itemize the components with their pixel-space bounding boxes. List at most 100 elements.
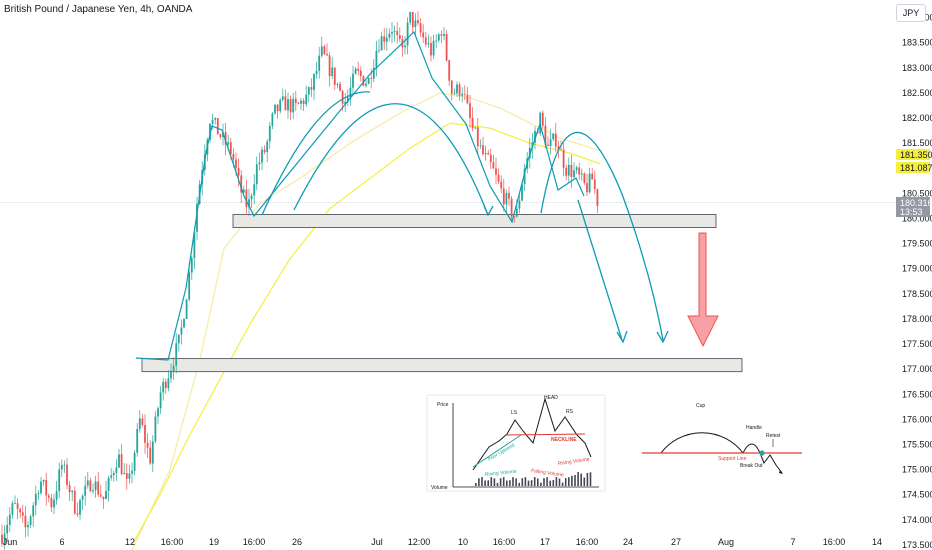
- candle-body: [118, 454, 120, 468]
- price-tag-text: 181.087: [900, 163, 932, 173]
- candle-body: [422, 32, 425, 38]
- candle-body: [435, 40, 438, 42]
- y-tick-label: 175.500: [902, 440, 932, 450]
- candle-body: [502, 188, 505, 205]
- inset-volume-bar: [583, 477, 586, 486]
- candle-body: [313, 74, 315, 90]
- candle-body: [430, 43, 432, 56]
- inset-volume-bar: [574, 474, 576, 486]
- y-tick-label: 177.500: [902, 339, 932, 349]
- candle-body: [261, 149, 263, 163]
- candle-body: [404, 45, 406, 48]
- candle-body: [333, 67, 336, 85]
- y-tick-label: 180.500: [902, 188, 932, 198]
- candle-body: [73, 490, 76, 514]
- candle-body: [541, 112, 544, 126]
- candle-body: [193, 231, 196, 259]
- inset-neckline: [504, 433, 586, 436]
- x-tick-label: 14: [872, 537, 882, 547]
- candle-body: [128, 473, 131, 479]
- x-tick-label: 6: [59, 537, 64, 547]
- candle-body: [216, 118, 219, 135]
- candle-body: [466, 94, 469, 104]
- inset-volume-bar: [586, 473, 589, 486]
- candle-body: [456, 84, 458, 94]
- candle-body: [450, 80, 453, 94]
- candle-body: [378, 50, 380, 52]
- candle-body: [562, 149, 565, 168]
- candle-body: [170, 370, 172, 379]
- candle-body: [398, 35, 401, 39]
- y-tick-label: 174.000: [902, 515, 932, 525]
- candle-body: [544, 125, 547, 145]
- x-tick-label: 26: [292, 537, 302, 547]
- candle-body: [151, 441, 154, 464]
- inset2-handle-curve: [742, 443, 761, 454]
- candle-body: [300, 100, 302, 104]
- candle-body: [359, 70, 362, 77]
- candle-body: [16, 503, 19, 510]
- candle-body: [237, 167, 240, 176]
- head-arc: [293, 103, 489, 216]
- candle-body: [185, 299, 188, 320]
- candle-body: [440, 34, 443, 36]
- inset2-arrowhead: [779, 470, 783, 474]
- candle-body: [47, 495, 50, 498]
- candlesticks: [1, 11, 599, 550]
- candle-body: [406, 22, 409, 46]
- candle-body: [549, 139, 552, 146]
- x-axis[interactable]: Jun 6 12 16:00 19 16:00 26 Jul 12:00 10 16:00 17 16:…: [3, 537, 882, 547]
- candle-body: [305, 94, 308, 105]
- candle-body: [513, 216, 516, 218]
- y-axis[interactable]: 184.000183.500183.000182.500182.000181.5…: [902, 13, 932, 550]
- candle-body: [294, 98, 297, 104]
- candle-body: [289, 99, 292, 113]
- candle-body: [159, 392, 162, 409]
- inset-volume-bar: [527, 480, 530, 486]
- candle-body: [515, 208, 518, 217]
- candle-body: [427, 43, 430, 45]
- inset2-cup-curve: [660, 432, 744, 454]
- candle-body: [388, 33, 391, 38]
- candle-body: [380, 36, 383, 51]
- candle-body: [596, 189, 599, 206]
- x-tick-label: 16:00: [576, 537, 599, 547]
- candle-body: [86, 480, 89, 486]
- inset-volume-bar: [487, 480, 489, 486]
- candle-body: [235, 159, 237, 168]
- inset-volume-bar: [490, 477, 493, 486]
- x-tick-label: 16:00: [493, 537, 516, 547]
- candle-body: [29, 516, 32, 525]
- inset2-support-text: Support Line: [718, 456, 747, 462]
- candle-body: [1, 534, 3, 544]
- candle-body: [393, 31, 396, 32]
- candle-body: [484, 153, 487, 155]
- candle-body: [385, 37, 388, 42]
- candle-body: [24, 515, 27, 528]
- x-tick-label: 24: [623, 537, 633, 547]
- candle-body: [497, 174, 500, 182]
- candle-body: [419, 23, 422, 33]
- inset-rising-volume-text-2: Rising Volume: [557, 457, 590, 467]
- inset-cup-handle: Cup Handle Retest Support Line Break Out: [634, 395, 817, 487]
- inset-volume-bar: [502, 477, 505, 486]
- candle-body: [500, 181, 503, 189]
- candle-body: [297, 103, 300, 104]
- moving-average-line: [131, 92, 601, 550]
- candle-body: [326, 53, 328, 56]
- candle-body: [445, 34, 448, 61]
- inset-volume-bar: [512, 477, 514, 486]
- candle-body: [81, 495, 84, 500]
- candle-body: [211, 119, 214, 124]
- currency-badge[interactable]: JPY: [896, 4, 926, 22]
- price-tag-text: 181.350: [900, 150, 932, 160]
- candle-body: [271, 113, 274, 126]
- candle-body: [302, 100, 305, 105]
- drawings: [135, 30, 719, 361]
- inset-volume-label: Volume: [431, 485, 448, 491]
- chart-title: British Pound / Japanese Yen, 4h, OANDA: [4, 4, 193, 15]
- candle-body: [266, 141, 269, 153]
- candle-body: [60, 465, 63, 470]
